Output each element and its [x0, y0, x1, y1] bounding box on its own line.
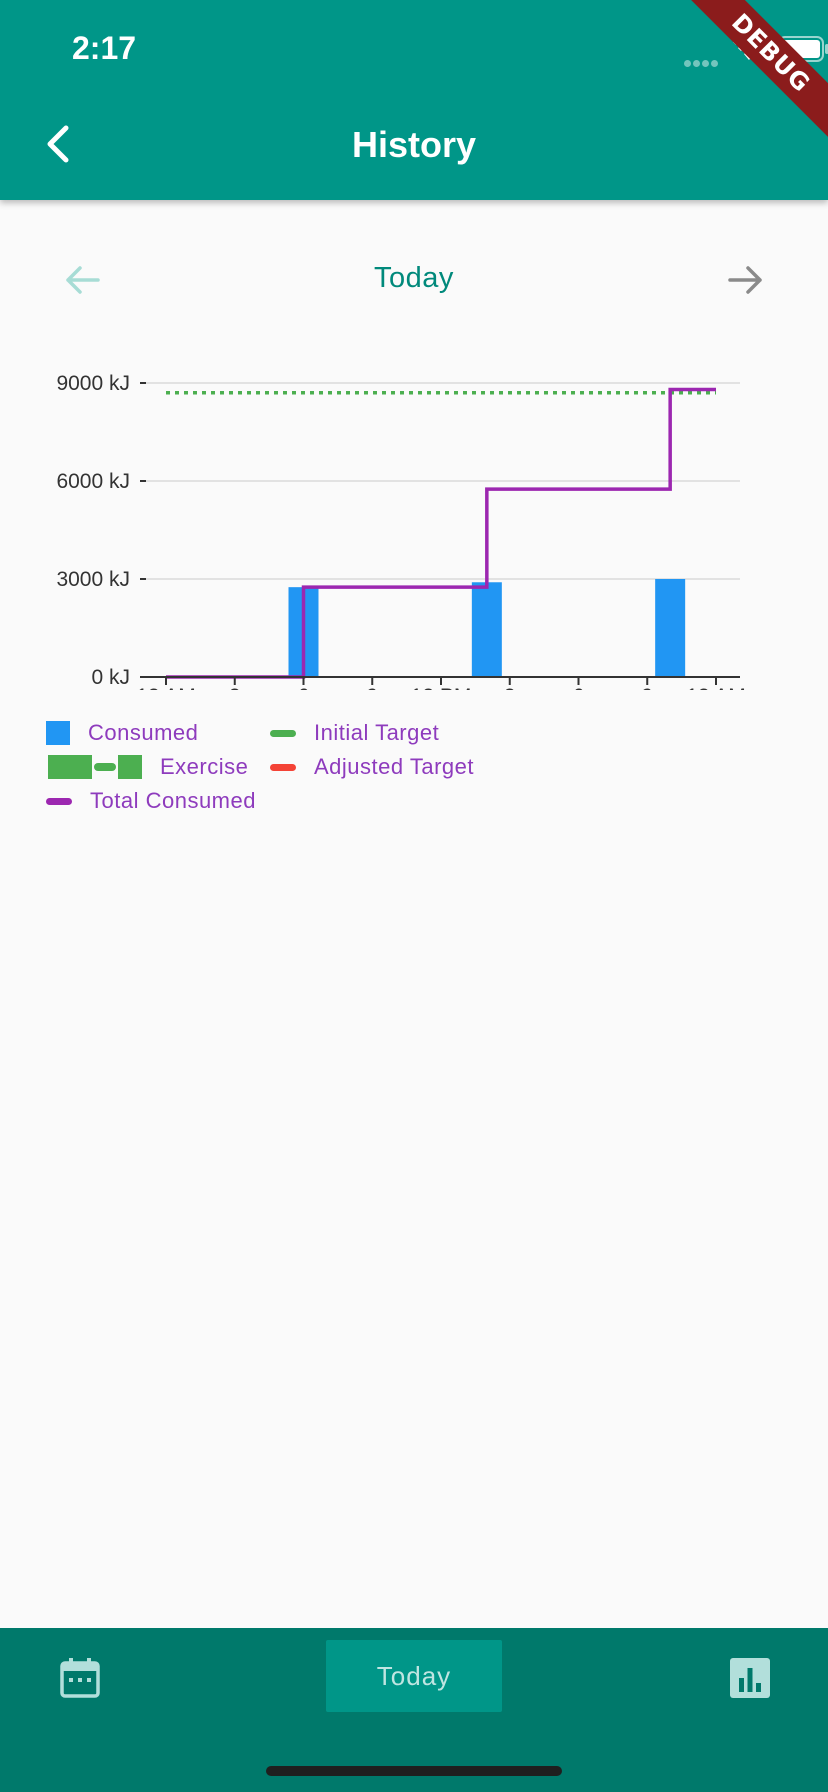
x-tick-label: 12 AM — [136, 685, 196, 690]
date-navigator: Today — [0, 250, 828, 310]
legend-label: Consumed — [88, 720, 199, 745]
cellular-signal-icon — [684, 54, 722, 67]
consumed-bar — [471, 582, 502, 677]
arrow-left-icon — [66, 266, 100, 294]
adjusted-target-swatch — [270, 763, 296, 771]
arrow-back-icon — [47, 125, 69, 163]
x-tick-label: 12 AM — [686, 685, 746, 690]
next-day-button[interactable] — [722, 256, 770, 304]
total-consumed-line — [166, 387, 716, 679]
page-title: History — [351, 124, 477, 165]
x-tick-label: 12 PM — [411, 685, 472, 690]
calendar-button[interactable] — [58, 1656, 102, 1700]
arrow-right-icon — [728, 266, 762, 294]
x-tick-label: 9 — [641, 685, 653, 690]
energy-chart: 0 kJ 3000 kJ 6000 kJ 9000 kJ 12 AM 3 6 9 12 PM 3 6… — [0, 350, 828, 708]
bottom-bar: Today — [0, 1628, 828, 1792]
initial-target-swatch — [270, 729, 296, 737]
consumed-bar — [655, 579, 686, 677]
back-button[interactable] — [32, 116, 88, 172]
status-time: 2:17 — [72, 30, 137, 66]
legend-item-total-consumed: Total Consumed — [46, 784, 256, 818]
y-tick-label: 3000 kJ — [56, 568, 130, 591]
today-button[interactable]: Today — [326, 1640, 502, 1712]
total-consumed-swatch — [46, 797, 72, 805]
chart-view-button[interactable] — [728, 1656, 772, 1700]
legend-item-adjusted-target: Adjusted Target — [270, 750, 474, 784]
app-bar: 2:17 DEBUG History — [0, 0, 828, 200]
legend-item-initial-target: Initial Target — [270, 716, 439, 750]
calendar-icon — [60, 1658, 100, 1698]
date-label[interactable]: Today — [374, 262, 454, 294]
legend-label: Initial Target — [314, 720, 440, 745]
x-tick-label: 3 — [504, 685, 516, 690]
legend-label: Total Consumed — [90, 788, 256, 813]
chart-legend: Consumed Initial Target Exercise Adjuste… — [46, 716, 746, 818]
legend-label: Adjusted Target — [314, 754, 474, 779]
x-tick-label: 9 — [366, 685, 378, 690]
y-tick-label: 0 kJ — [91, 666, 130, 689]
y-tick-label: 6000 kJ — [56, 470, 130, 493]
y-tick-label: 9000 kJ — [56, 372, 130, 395]
x-tick-label: 3 — [229, 685, 241, 690]
legend-item-exercise: Exercise — [46, 750, 248, 784]
chart-svg: 0 kJ 3000 kJ 6000 kJ 9000 kJ 12 AM 3 6 9 12 PM 3 6… — [56, 372, 746, 708]
legend-item-consumed: Consumed — [46, 716, 198, 750]
legend-label: Exercise — [160, 754, 249, 779]
x-tick-label: 6 — [298, 685, 310, 690]
consumed-swatch — [46, 721, 70, 745]
home-indicator — [266, 1766, 562, 1776]
x-tick-label: 6 — [573, 685, 585, 690]
previous-day-button[interactable] — [58, 256, 106, 304]
exercise-swatch — [48, 755, 142, 779]
bar-chart-icon — [730, 1658, 770, 1698]
